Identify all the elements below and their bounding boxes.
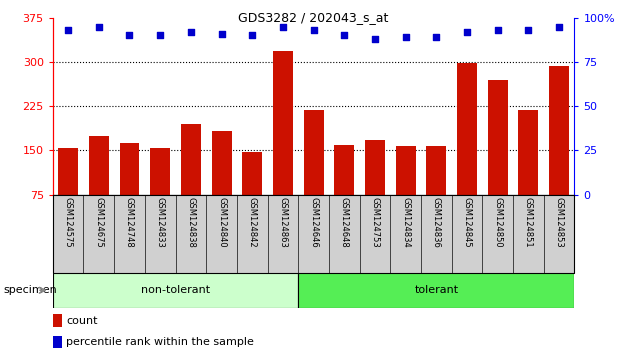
Bar — [273, 51, 293, 195]
Text: GSM124838: GSM124838 — [186, 197, 196, 248]
Bar — [119, 143, 140, 195]
Bar — [176, 195, 206, 273]
Text: GSM124850: GSM124850 — [493, 197, 502, 248]
Text: GSM124836: GSM124836 — [432, 197, 441, 248]
Bar — [457, 63, 477, 195]
Bar — [53, 336, 62, 348]
Bar — [329, 195, 360, 273]
Bar — [298, 273, 574, 308]
Text: GSM124863: GSM124863 — [278, 197, 288, 248]
Bar — [421, 195, 451, 273]
Text: percentile rank within the sample: percentile rank within the sample — [66, 337, 254, 347]
Text: GDS3282 / 202043_s_at: GDS3282 / 202043_s_at — [238, 11, 389, 24]
Bar — [181, 124, 201, 195]
Text: GSM124853: GSM124853 — [555, 197, 564, 248]
Bar — [53, 273, 298, 308]
Point — [125, 33, 135, 38]
Bar — [513, 195, 544, 273]
Point — [432, 34, 442, 40]
Point — [309, 27, 319, 33]
Bar — [360, 195, 391, 273]
Text: GSM124646: GSM124646 — [309, 197, 318, 248]
Bar — [483, 195, 513, 273]
Bar — [365, 141, 385, 195]
Bar — [427, 146, 446, 195]
Bar — [304, 110, 324, 195]
Text: GSM124842: GSM124842 — [248, 197, 256, 248]
Bar — [487, 80, 508, 195]
Bar — [150, 148, 170, 195]
Text: GSM124840: GSM124840 — [217, 197, 226, 248]
Point — [492, 27, 502, 33]
Bar — [396, 146, 415, 195]
Bar — [114, 195, 145, 273]
Bar — [53, 195, 83, 273]
Bar — [206, 195, 237, 273]
Text: tolerant: tolerant — [414, 285, 458, 295]
Bar — [391, 195, 421, 273]
Bar — [53, 314, 62, 327]
Text: GSM124753: GSM124753 — [371, 197, 379, 248]
Bar — [298, 195, 329, 273]
Point — [94, 24, 104, 29]
Point — [370, 36, 380, 42]
Point — [217, 31, 227, 36]
Bar — [268, 195, 298, 273]
Text: GSM124575: GSM124575 — [63, 197, 73, 248]
Text: GSM124675: GSM124675 — [94, 197, 103, 248]
Point — [462, 29, 472, 35]
Text: GSM124834: GSM124834 — [401, 197, 410, 248]
Bar — [451, 195, 483, 273]
Bar — [519, 110, 538, 195]
Text: non-tolerant: non-tolerant — [141, 285, 210, 295]
Point — [63, 27, 73, 33]
Bar — [89, 136, 109, 195]
Point — [278, 24, 288, 29]
Bar — [544, 195, 574, 273]
Bar — [334, 144, 354, 195]
Text: GSM124648: GSM124648 — [340, 197, 349, 248]
Point — [401, 34, 410, 40]
Text: GSM124748: GSM124748 — [125, 197, 134, 248]
Text: GSM124833: GSM124833 — [156, 197, 165, 248]
Bar — [58, 148, 78, 195]
Point — [155, 33, 165, 38]
Bar — [212, 131, 232, 195]
Bar — [145, 195, 176, 273]
Point — [339, 33, 349, 38]
Bar — [549, 66, 569, 195]
Point — [554, 24, 564, 29]
Bar — [83, 195, 114, 273]
Bar — [242, 152, 262, 195]
Point — [186, 29, 196, 35]
Text: specimen: specimen — [3, 285, 57, 295]
Text: count: count — [66, 316, 98, 326]
Point — [524, 27, 533, 33]
Point — [247, 33, 257, 38]
Text: GSM124845: GSM124845 — [463, 197, 471, 248]
Bar — [237, 195, 268, 273]
Text: GSM124851: GSM124851 — [524, 197, 533, 248]
